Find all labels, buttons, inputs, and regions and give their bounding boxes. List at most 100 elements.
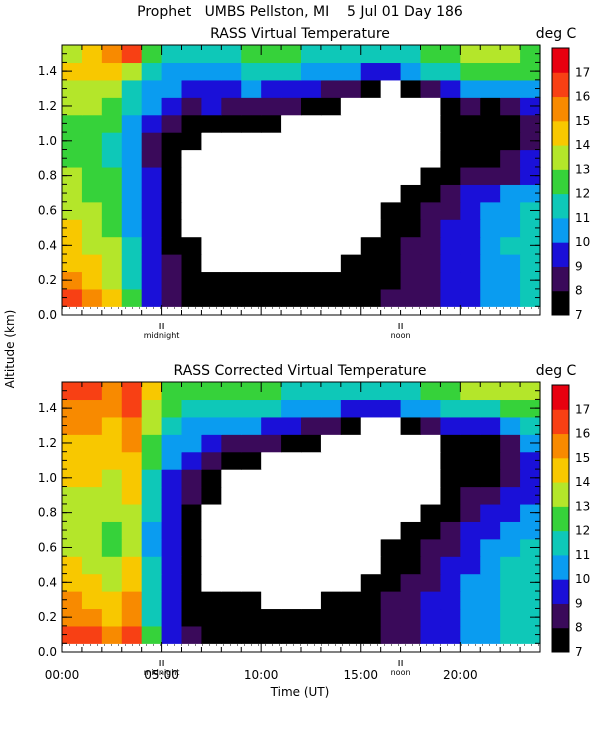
heat-cell: [320, 45, 342, 64]
heat-cell: [201, 608, 222, 627]
heat-cell: [301, 166, 322, 185]
heat-cell: [261, 184, 282, 203]
heat-cell: [301, 236, 322, 255]
heat-cell: [101, 521, 123, 540]
y-tick-label: 1.4: [38, 401, 57, 415]
heat-cell: [420, 503, 442, 522]
heat-cell: [360, 469, 382, 488]
heat-cell: [121, 62, 143, 81]
heat-cell: [320, 573, 342, 592]
heat-cell: [81, 79, 103, 98]
heat-cell: [81, 503, 103, 522]
heat-cell: [241, 503, 262, 522]
heat-cell: [261, 219, 282, 238]
colorbar-label: 16: [575, 427, 590, 441]
heat-cell: [320, 538, 342, 557]
heat-cell: [440, 486, 461, 505]
heat-cell: [380, 79, 402, 98]
colorbar-frame: [551, 47, 570, 316]
heat-cell: [201, 45, 222, 64]
heat-cell: [480, 538, 501, 557]
heat-cell: [301, 288, 322, 307]
heat-cell: [141, 382, 163, 401]
heat-cell: [161, 271, 183, 290]
heat-cell: [400, 114, 422, 133]
heat-cell: [81, 132, 103, 151]
heat-cell: [261, 79, 282, 98]
heat-cell: [181, 416, 203, 435]
heat-cell: [261, 132, 282, 151]
heat-cell: [500, 503, 521, 522]
heat-cell: [161, 236, 183, 255]
heat-cell: [380, 521, 402, 540]
heat-cell: [221, 132, 242, 151]
heat-cell: [141, 45, 163, 64]
heat-cell: [500, 288, 521, 307]
heat-cell: [340, 62, 362, 81]
heat-cell: [241, 45, 262, 64]
heat-cell: [420, 201, 442, 220]
heat-cell: [520, 556, 541, 575]
colorbar-label: 11: [575, 548, 590, 562]
heat-cell: [360, 132, 382, 151]
colorbar-label: 8: [575, 621, 583, 635]
heat-cell: [62, 149, 83, 168]
heat-cell: [520, 486, 541, 505]
heat-cell: [320, 184, 342, 203]
heat-cell: [161, 288, 183, 307]
heat-cell: [241, 219, 262, 238]
heat-cell: [261, 399, 282, 418]
heat-cell: [301, 521, 322, 540]
y-tick-label: 0.6: [38, 540, 57, 554]
colorbar-label: 12: [575, 187, 590, 201]
heat-cell: [340, 79, 362, 98]
heat-cell: [301, 608, 322, 627]
heat-cell: [301, 451, 322, 470]
heat-cell: [500, 573, 521, 592]
heat-cell: [500, 62, 521, 81]
heat-cell: [340, 538, 362, 557]
heat-cell: [281, 451, 302, 470]
heat-cell: [460, 236, 481, 255]
heat-cell: [281, 469, 302, 488]
heat-cell: [101, 97, 123, 116]
heat-cell: [81, 114, 103, 133]
heat-cell: [420, 538, 442, 557]
heat-cell: [101, 79, 123, 98]
heat-cell: [261, 288, 282, 307]
heat-cell: [141, 97, 163, 116]
heat-cell: [340, 399, 362, 418]
heat-cell: [241, 538, 262, 557]
heat-cell: [340, 416, 362, 435]
heat-cell: [420, 486, 442, 505]
heat-cell: [400, 288, 422, 307]
heat-cell: [340, 184, 362, 203]
heat-cell: [241, 236, 262, 255]
colorbar-swatch: [552, 145, 569, 170]
heat-cell: [221, 45, 242, 64]
heat-cell: [201, 271, 222, 290]
heat-cell: [181, 521, 203, 540]
heat-cell: [360, 114, 382, 133]
heat-cell: [301, 254, 322, 273]
heat-cell: [440, 608, 461, 627]
heat-cell: [380, 201, 402, 220]
heat-cell: [460, 201, 481, 220]
heat-cell: [360, 625, 382, 644]
colorbar-swatch: [552, 554, 569, 580]
heat-cell: [500, 538, 521, 557]
heat-cell: [301, 556, 322, 575]
heat-cell: [340, 201, 362, 220]
colorbar-swatch: [552, 482, 569, 507]
heat-cell: [340, 236, 362, 255]
panel-bottom-title: RASS Corrected Virtual Temperature: [174, 363, 427, 379]
heat-cell: [460, 97, 481, 116]
heat-cell: [320, 382, 342, 401]
heat-cell: [221, 236, 242, 255]
heat-cell: [500, 608, 521, 627]
heat-cell: [400, 97, 422, 116]
heat-cell: [121, 416, 143, 435]
heat-cell: [121, 469, 143, 488]
heat-cell: [181, 288, 203, 307]
heat-cell: [440, 219, 461, 238]
